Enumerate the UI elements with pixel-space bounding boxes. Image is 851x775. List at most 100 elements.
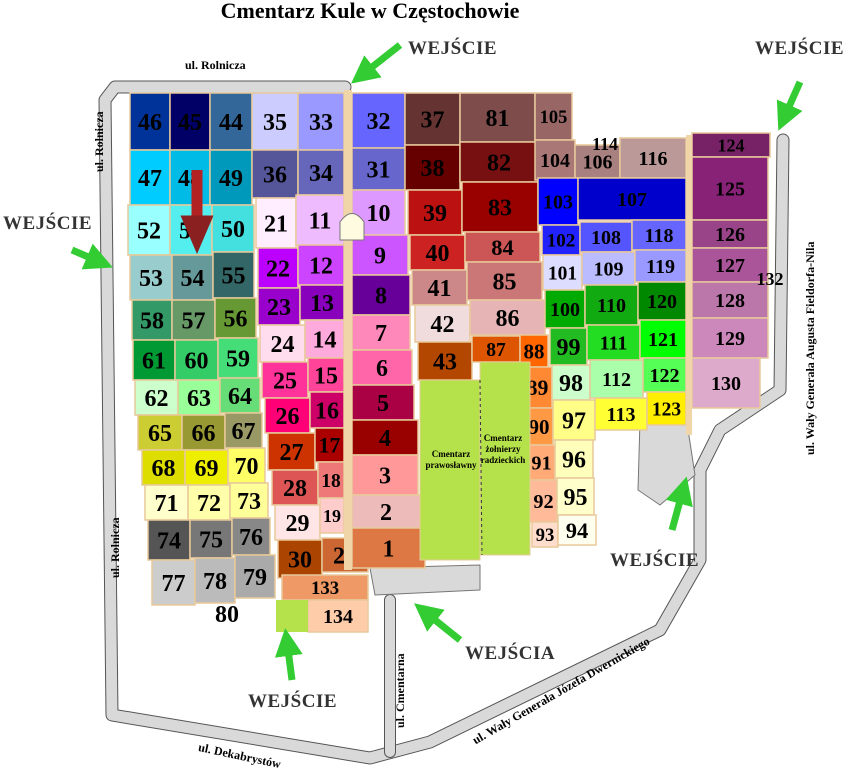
plot-17[interactable]: 17 bbox=[314, 427, 345, 463]
plot-area[interactable] bbox=[691, 281, 769, 319]
plot-103[interactable]: 103 bbox=[537, 177, 579, 226]
plot-54[interactable]: 54 bbox=[171, 254, 214, 301]
plot-16[interactable]: 16 bbox=[309, 391, 345, 429]
plot-28[interactable]: 28 bbox=[271, 469, 319, 506]
plot-88[interactable]: 88 bbox=[519, 334, 549, 368]
plot-area[interactable] bbox=[141, 449, 186, 486]
plot-47[interactable]: 47 bbox=[129, 149, 171, 206]
plot-9[interactable]: 9 bbox=[351, 234, 409, 276]
plot-area[interactable] bbox=[574, 144, 621, 179]
plot-86[interactable]: 86 bbox=[469, 299, 546, 336]
plot-area[interactable] bbox=[129, 149, 171, 206]
plot-84[interactable]: 84 bbox=[464, 231, 541, 263]
plot-74[interactable]: 74 bbox=[147, 519, 191, 561]
plot-125[interactable]: 125 bbox=[691, 156, 769, 221]
plot-area[interactable] bbox=[519, 334, 549, 368]
plot-29[interactable]: 29 bbox=[274, 504, 321, 541]
plot-109[interactable]: 109 bbox=[581, 251, 636, 286]
plot-area[interactable] bbox=[409, 234, 466, 271]
plot-35[interactable]: 35 bbox=[251, 92, 299, 151]
plot-76[interactable]: 76 bbox=[231, 517, 271, 556]
plot-99[interactable]: 99 bbox=[549, 327, 588, 366]
plot-area[interactable] bbox=[691, 247, 769, 283]
plot-72[interactable]: 72 bbox=[187, 484, 231, 521]
plot-area[interactable] bbox=[261, 361, 309, 399]
plot-area[interactable] bbox=[646, 391, 687, 426]
plot-129[interactable]: 129 bbox=[691, 317, 769, 359]
plot-area[interactable] bbox=[151, 559, 196, 606]
plot-area[interactable] bbox=[691, 132, 771, 158]
plot-area[interactable] bbox=[271, 469, 319, 506]
plot-93[interactable]: 93 bbox=[531, 521, 559, 548]
plot-53[interactable]: 53 bbox=[129, 254, 173, 301]
plot-area[interactable] bbox=[132, 339, 176, 381]
plot-37[interactable]: 37 bbox=[404, 92, 461, 146]
plot-7[interactable]: 7 bbox=[351, 314, 411, 351]
plot-134[interactable]: 134 bbox=[307, 599, 369, 633]
plot-100[interactable]: 100 bbox=[544, 289, 586, 329]
plot-area[interactable] bbox=[579, 221, 633, 253]
plot-133[interactable]: 133 bbox=[281, 574, 369, 601]
plot-area[interactable] bbox=[224, 412, 263, 449]
plot-area[interactable] bbox=[552, 399, 596, 441]
plot-area[interactable] bbox=[212, 251, 255, 299]
plot-area[interactable] bbox=[594, 397, 648, 431]
plot-110[interactable]: 110 bbox=[584, 284, 639, 326]
plot-area[interactable] bbox=[317, 461, 345, 499]
plot-39[interactable]: 39 bbox=[407, 189, 463, 236]
plot-51[interactable]: 51 bbox=[169, 204, 213, 256]
plot-area[interactable] bbox=[551, 364, 591, 401]
plot-85[interactable]: 85 bbox=[466, 261, 543, 301]
plot-75[interactable]: 75 bbox=[189, 519, 233, 559]
plot-44[interactable]: 44 bbox=[209, 92, 253, 151]
plot-56[interactable]: 56 bbox=[214, 297, 257, 339]
plot-112[interactable]: 112 bbox=[589, 359, 644, 399]
plot-31[interactable]: 31 bbox=[351, 147, 406, 191]
soviet-soldiers-cemetery-area[interactable] bbox=[479, 361, 531, 556]
plot-33[interactable]: 33 bbox=[297, 92, 345, 151]
plot-area[interactable] bbox=[691, 156, 769, 221]
plot-area[interactable] bbox=[281, 574, 369, 601]
plot-46[interactable]: 46 bbox=[129, 92, 171, 151]
plot-area[interactable] bbox=[586, 324, 641, 361]
plot-1[interactable]: 1 bbox=[351, 527, 426, 569]
plot-45[interactable]: 45 bbox=[169, 92, 211, 151]
plot-area[interactable] bbox=[637, 281, 687, 321]
plot-area[interactable] bbox=[169, 92, 211, 151]
plot-73[interactable]: 73 bbox=[229, 482, 269, 519]
plot-area[interactable] bbox=[414, 304, 471, 343]
plot-area[interactable] bbox=[189, 519, 233, 559]
plot-area[interactable] bbox=[581, 251, 636, 286]
plot-3[interactable]: 3 bbox=[351, 454, 419, 496]
plot-area[interactable] bbox=[304, 319, 345, 359]
plot-113[interactable]: 113 bbox=[594, 397, 648, 431]
plot-6[interactable]: 6 bbox=[351, 349, 413, 386]
plot-101[interactable]: 101 bbox=[542, 254, 583, 291]
plot-40[interactable]: 40 bbox=[409, 234, 466, 271]
plot-area[interactable] bbox=[417, 341, 473, 381]
plot-area[interactable] bbox=[642, 357, 687, 393]
plot-63[interactable]: 63 bbox=[177, 379, 221, 416]
plot-43[interactable]: 43 bbox=[417, 341, 473, 381]
plot-65[interactable]: 65 bbox=[137, 414, 183, 451]
plot-32[interactable]: 32 bbox=[351, 92, 406, 149]
plot-area[interactable] bbox=[297, 149, 345, 196]
plot-area[interactable] bbox=[691, 317, 769, 359]
plot-area[interactable] bbox=[209, 149, 253, 206]
plot-area[interactable] bbox=[259, 324, 306, 363]
plot-107[interactable]: 107 bbox=[577, 177, 687, 221]
plot-8[interactable]: 8 bbox=[351, 274, 411, 316]
plot-78[interactable]: 78 bbox=[194, 557, 236, 604]
plot-5[interactable]: 5 bbox=[351, 384, 415, 421]
plot-60[interactable]: 60 bbox=[174, 339, 219, 381]
plot-area[interactable] bbox=[351, 419, 419, 456]
plot-82[interactable]: 82 bbox=[459, 141, 539, 183]
plot-104[interactable]: 104 bbox=[534, 139, 576, 181]
plot-area[interactable] bbox=[554, 439, 594, 479]
plot-area[interactable] bbox=[229, 482, 269, 519]
plot-71[interactable]: 71 bbox=[144, 484, 189, 521]
plot-area[interactable] bbox=[295, 194, 345, 246]
plot-92[interactable]: 92 bbox=[529, 479, 558, 523]
plot-22[interactable]: 22 bbox=[257, 247, 299, 289]
plot-102[interactable]: 102 bbox=[541, 224, 581, 256]
